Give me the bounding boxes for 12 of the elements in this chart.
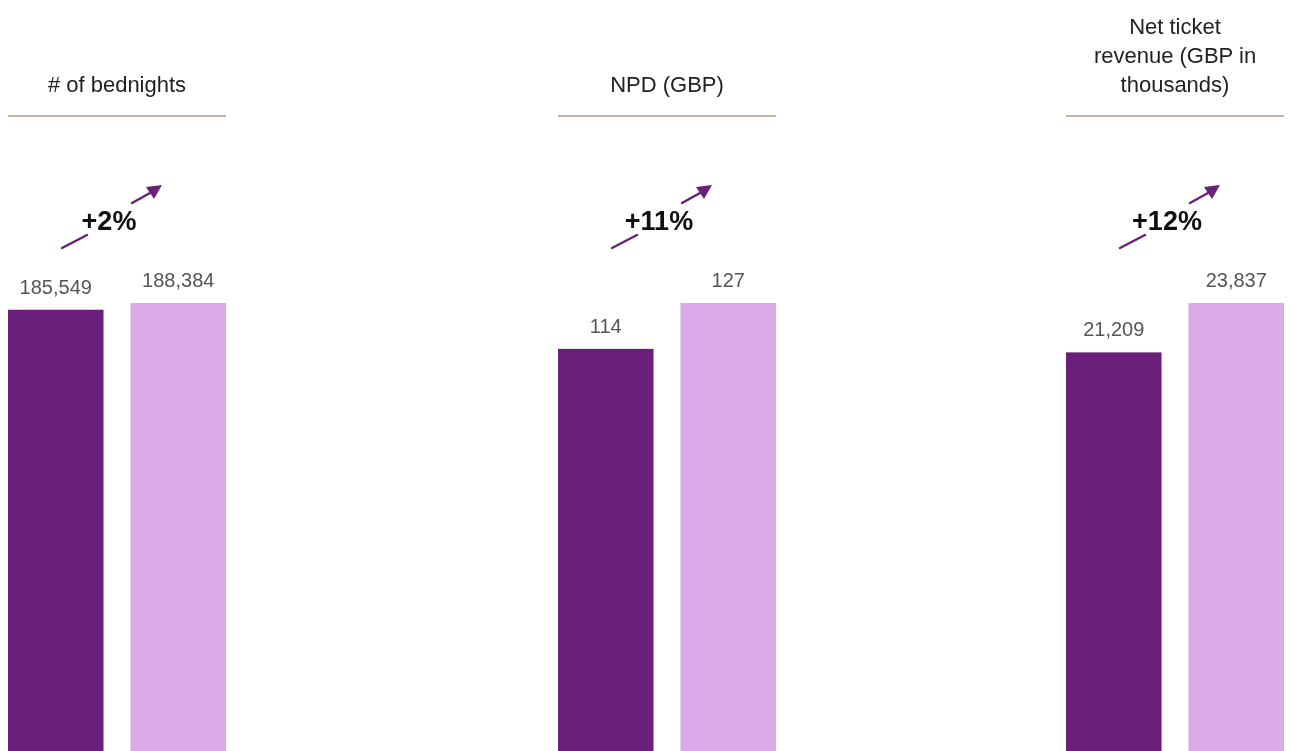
text: +12% bbox=[1132, 206, 1202, 236]
data-label: 127 bbox=[711, 269, 745, 291]
data-label: 185,549 bbox=[19, 275, 92, 298]
data-label: 21,209 bbox=[1083, 318, 1145, 341]
chart-title: NPD (GBP) bbox=[610, 72, 724, 97]
data-label: 114 bbox=[589, 314, 622, 337]
data-label: 23,837 bbox=[1205, 269, 1267, 291]
text: +2% bbox=[81, 206, 137, 236]
data-label: 188,384 bbox=[142, 269, 215, 291]
chart-title: Net ticket revenue (GBP in thousands) bbox=[1093, 14, 1257, 97]
text: +11% bbox=[624, 206, 694, 236]
chart-title: # of bednights bbox=[47, 72, 187, 97]
